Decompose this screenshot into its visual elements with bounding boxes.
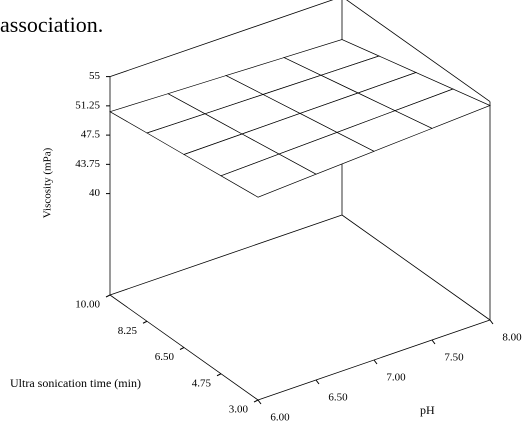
box-edge <box>109 214 343 296</box>
y-tick-label: 7.00 <box>386 372 406 384</box>
box-edge <box>109 0 334 77</box>
surface-cell <box>220 153 317 198</box>
x-tick-label: 4.75 <box>192 377 212 389</box>
x-tick <box>105 294 111 298</box>
x-tick-label: 3.00 <box>229 404 249 416</box>
x-tick <box>142 320 148 324</box>
y-tick <box>489 319 494 325</box>
x-tick <box>216 373 222 377</box>
x-axis-title: Ultra sonication time (min) <box>10 376 141 390</box>
x-tick <box>179 347 185 350</box>
x-tick-label: 10.00 <box>75 299 100 311</box>
z-tick-label: 40 <box>89 187 101 199</box>
y-tick <box>431 339 436 345</box>
z-tick-label: 51.25 <box>75 99 100 111</box>
z-axis-title: Viscosity (mPa) <box>42 147 54 218</box>
box-edge <box>346 0 491 102</box>
y-tick-label: 7.50 <box>444 352 464 364</box>
y-tick <box>373 359 378 365</box>
x-tick-label: 6.50 <box>155 351 175 363</box>
context-text: association. <box>0 12 103 37</box>
y-tick-label: 8.00 <box>502 332 522 344</box>
y-tick-label: 6.50 <box>328 392 348 404</box>
z-tick-label: 43.75 <box>75 158 100 170</box>
z-tick-label: 55 <box>89 70 101 82</box>
y-tick <box>257 399 262 405</box>
x-tick-label: 8.25 <box>118 325 138 337</box>
box-edge <box>341 214 491 321</box>
y-axis-title: pH <box>420 403 435 417</box>
y-tick-label: 6.00 <box>270 412 290 424</box>
z-tick-label: 47.5 <box>81 129 101 141</box>
y-tick <box>315 379 320 385</box>
x-tick <box>253 399 259 403</box>
